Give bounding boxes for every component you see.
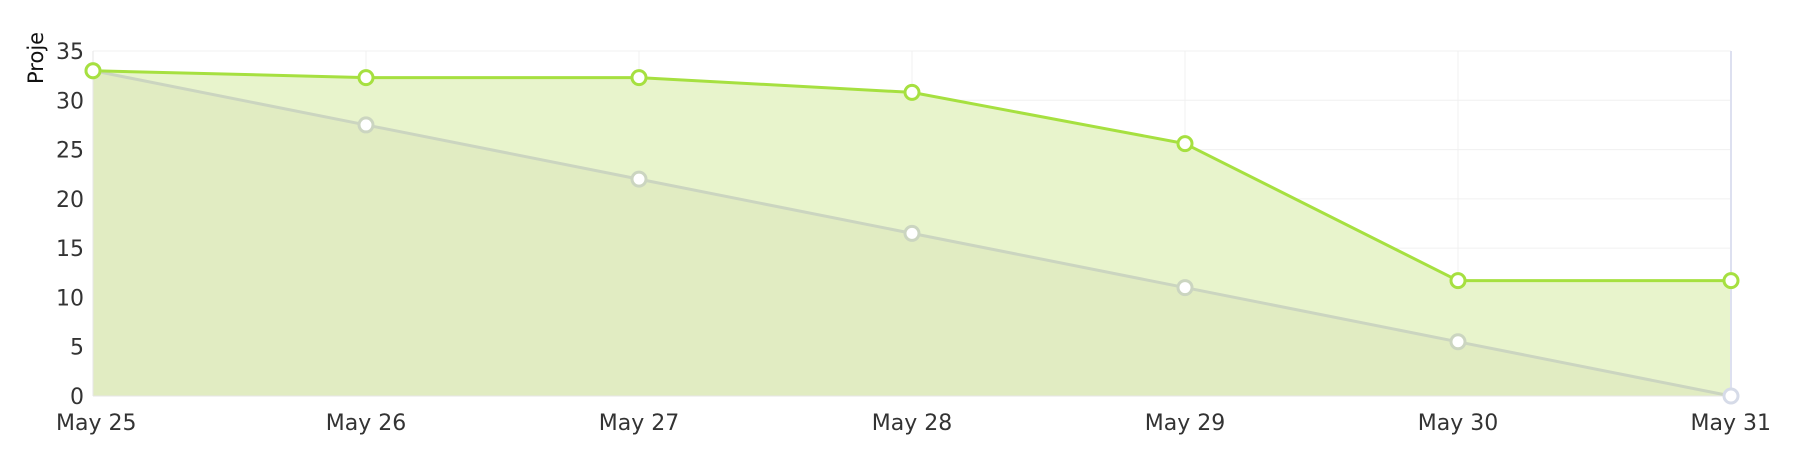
data-points — [84, 62, 1740, 405]
y-tick-labels: 0 5 10 15 20 25 30 35 — [56, 40, 84, 410]
y-tick-label: 20 — [56, 188, 84, 213]
x-tick-label: May 30 — [1418, 411, 1498, 436]
data-point-s0-1[interactable] — [357, 69, 375, 87]
y-tick-label: 25 — [56, 139, 84, 164]
data-point-s1-1[interactable] — [357, 116, 375, 134]
y-tick-label: 5 — [70, 336, 84, 361]
data-point-s1-2[interactable] — [630, 170, 648, 188]
x-tick-label: May 25 — [56, 411, 136, 436]
x-tick-label: May 29 — [1145, 411, 1225, 436]
y-tick-label: 15 — [56, 237, 84, 262]
data-point-s0-3[interactable] — [903, 83, 921, 101]
x-tick-label: May 28 — [872, 411, 952, 436]
data-point-s1-3[interactable] — [903, 224, 921, 242]
y-tick-label: 0 — [70, 385, 84, 410]
data-point-s0-0[interactable] — [84, 62, 102, 80]
x-tick-labels: May 25 May 26 May 27 May 28 May 29 May 30 May … — [56, 411, 1771, 436]
data-point-s1-4[interactable] — [1176, 279, 1194, 297]
data-point-s0-4[interactable] — [1176, 135, 1194, 153]
data-point-s1-6[interactable] — [1722, 387, 1740, 405]
y-tick-label: 35 — [56, 40, 84, 65]
y-tick-label: 30 — [56, 89, 84, 114]
x-tick-label: May 26 — [326, 411, 406, 436]
data-point-s0-5[interactable] — [1449, 272, 1467, 290]
y-tick-label: 10 — [56, 286, 84, 311]
x-tick-label: May 27 — [599, 411, 679, 436]
axes — [92, 51, 1732, 397]
y-axis-label: Proje — [24, 32, 48, 84]
data-point-s0-2[interactable] — [630, 69, 648, 87]
data-point-s0-6[interactable] — [1722, 272, 1740, 290]
data-point-s1-5[interactable] — [1449, 333, 1467, 351]
x-tick-label: May 31 — [1691, 411, 1771, 436]
